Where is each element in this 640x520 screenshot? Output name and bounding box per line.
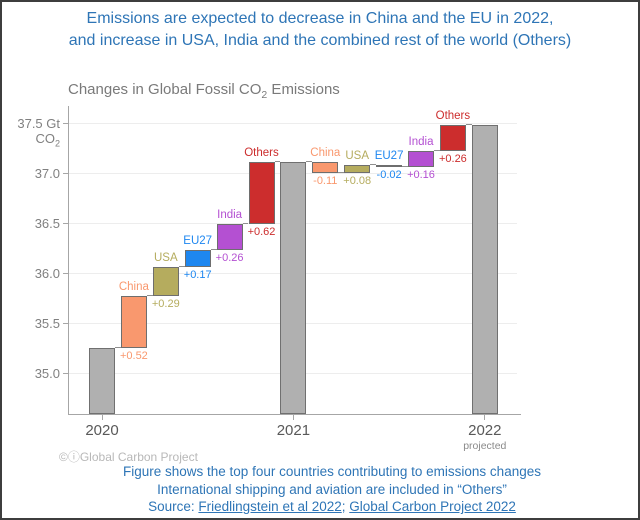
bar-category-label: EU27 [374, 149, 404, 162]
y-gridline [68, 123, 517, 124]
x-axis-tick [101, 414, 103, 420]
bar-category-label: China [118, 280, 149, 293]
y-tick-label: 37.0 [34, 165, 60, 181]
bar-india [408, 150, 434, 167]
y-tick-label: 37.5 Gt CO2 [17, 115, 60, 149]
bar-value-label: +0.29 [151, 297, 180, 310]
bar-category-label: China [310, 146, 341, 159]
bar-2022-total [471, 124, 498, 414]
bar-others [439, 124, 466, 151]
bar-china [312, 161, 339, 173]
bar-category-label: Others [435, 109, 471, 122]
bar-category-label: India [408, 135, 434, 148]
link-global-carbon-project-2022[interactable]: Global Carbon Project 2022 [349, 499, 516, 514]
bar-others [248, 161, 275, 224]
bar-category-label: India [217, 208, 243, 221]
y-axis-tick [63, 323, 68, 324]
bar-usa [344, 164, 371, 173]
bar-category-label: Others [244, 146, 279, 159]
x-axis-label-2020: 2020 [85, 421, 119, 439]
waterfall-connector [434, 150, 440, 151]
bar-value-label: +0.62 [247, 225, 276, 238]
y-tick-label: 36.0 [34, 265, 60, 281]
y-tick-label: 35.0 [34, 365, 60, 381]
chart-title-subscript: 2 [261, 89, 268, 101]
waterfall-connector [210, 249, 217, 250]
waterfall-connector [402, 166, 408, 167]
page-title-line1: Emissions are expected to decrease in Ch… [86, 10, 554, 27]
caption-line1: Figure shows the top four countries cont… [123, 464, 541, 479]
watermark-text: Global Carbon Project [79, 450, 198, 464]
bar-value-label: +0.16 [407, 168, 435, 181]
bar-china [120, 295, 147, 348]
waterfall-connector [274, 161, 281, 162]
bar-category-label: USA [153, 251, 178, 264]
bar-value-label: -0.11 [313, 174, 338, 187]
waterfall-connector [146, 295, 153, 296]
y-axis-line [68, 106, 69, 414]
bar-value-label: +0.52 [119, 349, 148, 362]
caption-source: Source: Friedlingstein et al 2022; Globa… [26, 498, 638, 516]
bar-usa [152, 266, 179, 296]
x-axis-line [68, 413, 521, 415]
chart-title: Changes in Global Fossil CO2 Emissions [68, 81, 340, 101]
waterfall-connector [178, 266, 185, 267]
bar-category-label: USA [345, 149, 370, 162]
watermark: ©ⓘGlobal Carbon Project [59, 448, 198, 465]
waterfall-connector [370, 164, 377, 165]
x-axis-tick [484, 414, 486, 420]
waterfall-connector [338, 172, 345, 173]
page-title: Emissions are expected to decrease in Ch… [2, 8, 638, 52]
y-axis-tick [63, 123, 68, 124]
source-prefix: Source: [148, 499, 199, 514]
bar-value-label: +0.08 [343, 174, 372, 187]
bar-value-label: -0.02 [376, 168, 402, 181]
y-axis-tick [63, 373, 68, 374]
figure-caption: Figure shows the top four countries cont… [26, 463, 638, 516]
y-tick-label: 35.5 [34, 315, 60, 331]
y-axis-tick [63, 223, 68, 224]
bar-value-label: +0.26 [215, 251, 244, 264]
waterfall-connector [306, 161, 313, 162]
chart-title-suffix: Emissions [267, 81, 340, 98]
link-friedlingstein-2022[interactable]: Friedlingstein et al 2022 [198, 499, 342, 514]
license-icons: ©ⓘ [59, 450, 80, 464]
bar-2021-total [280, 161, 307, 414]
y-axis-tick [63, 173, 68, 174]
bar-2020-total [89, 347, 115, 414]
bar-category-label: EU27 [183, 234, 213, 247]
chart-title-prefix: Changes in Global Fossil CO [68, 81, 262, 98]
x-axis-tick [292, 414, 294, 420]
x-axis-label-2022: 2022 [468, 421, 502, 439]
waterfall-connector [115, 347, 121, 348]
bar-eu27 [184, 249, 211, 267]
caption-line2: International shipping and aviation are … [157, 481, 507, 497]
bar-eu27 [376, 164, 403, 167]
waterfall-connector [242, 223, 249, 224]
bar-value-label: +0.26 [438, 152, 467, 165]
source-separator: ; [341, 499, 350, 514]
x-axis-sublabel: projected [463, 439, 507, 452]
y-axis-tick [63, 273, 68, 274]
y-tick-label: 36.5 [34, 215, 60, 231]
bar-india [216, 223, 243, 250]
waterfall-connector [465, 124, 472, 125]
bar-value-label: +0.17 [183, 268, 212, 281]
x-axis-label-2021: 2021 [276, 421, 311, 439]
page-title-line2: and increase in USA, India and the combi… [68, 32, 572, 49]
